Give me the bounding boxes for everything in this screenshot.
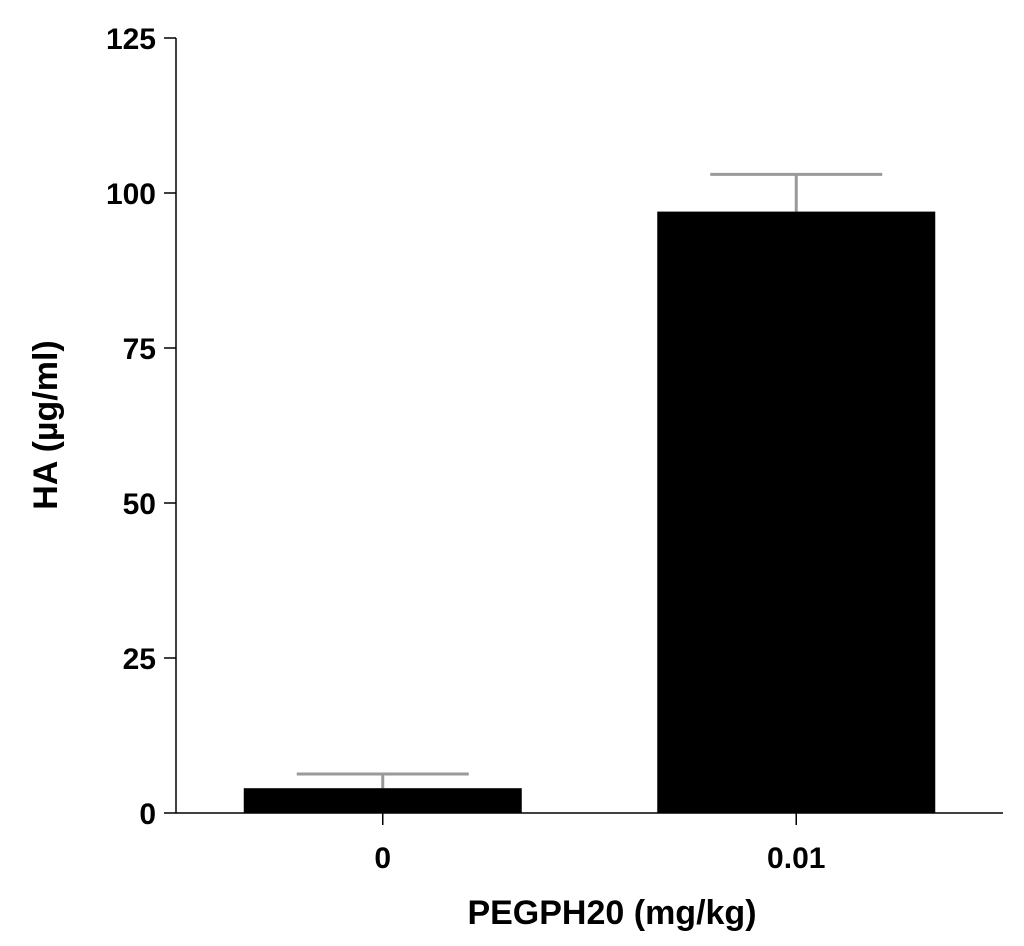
x-tick-label: 0.01 xyxy=(767,842,825,875)
x-axis: 0 0.01 xyxy=(176,812,1003,875)
y-tick-label: 75 xyxy=(123,333,156,366)
y-tick-label: 25 xyxy=(123,643,156,676)
x-tick-label: 0 xyxy=(374,842,391,875)
y-axis-title: HA (µg/ml) xyxy=(27,340,65,509)
x-axis-title: PEGPH20 (mg/kg) xyxy=(467,894,756,932)
y-tick-label: 0 xyxy=(139,798,156,831)
y-axis: 0 25 50 75 100 125 xyxy=(106,23,177,831)
bar xyxy=(657,211,936,814)
y-tick-label: 50 xyxy=(123,488,156,521)
bars xyxy=(243,172,936,814)
y-tick-label: 100 xyxy=(106,178,156,211)
y-tick-label: 125 xyxy=(106,23,156,56)
bar xyxy=(243,788,522,813)
